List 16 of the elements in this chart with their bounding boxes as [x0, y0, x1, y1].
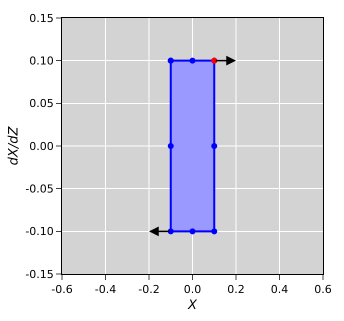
x-tick-label: -0.4 [94, 283, 116, 296]
x-tick-label: 0.6 [314, 283, 332, 296]
x-tick-label: 0.2 [227, 283, 245, 296]
y-tick-label: -0.15 [25, 268, 54, 281]
y-tick-label: 0.05 [29, 97, 54, 110]
y-tick-label: 0.10 [29, 54, 54, 68]
y-tick-label: -0.10 [25, 225, 54, 238]
x-tick-label: -0.6 [51, 283, 73, 296]
x-axis-title: X [187, 298, 198, 313]
y-tick-label: -0.05 [25, 182, 54, 196]
x-tick-label: 0.0 [184, 283, 202, 296]
y-tick-label: 0.15 [29, 12, 54, 25]
y-tick-label: 0.00 [29, 140, 54, 153]
x-tick-label: -0.2 [138, 283, 160, 296]
y-axis-title: dX/dZ [6, 126, 22, 166]
x-tick-label: 0.4 [270, 283, 288, 296]
